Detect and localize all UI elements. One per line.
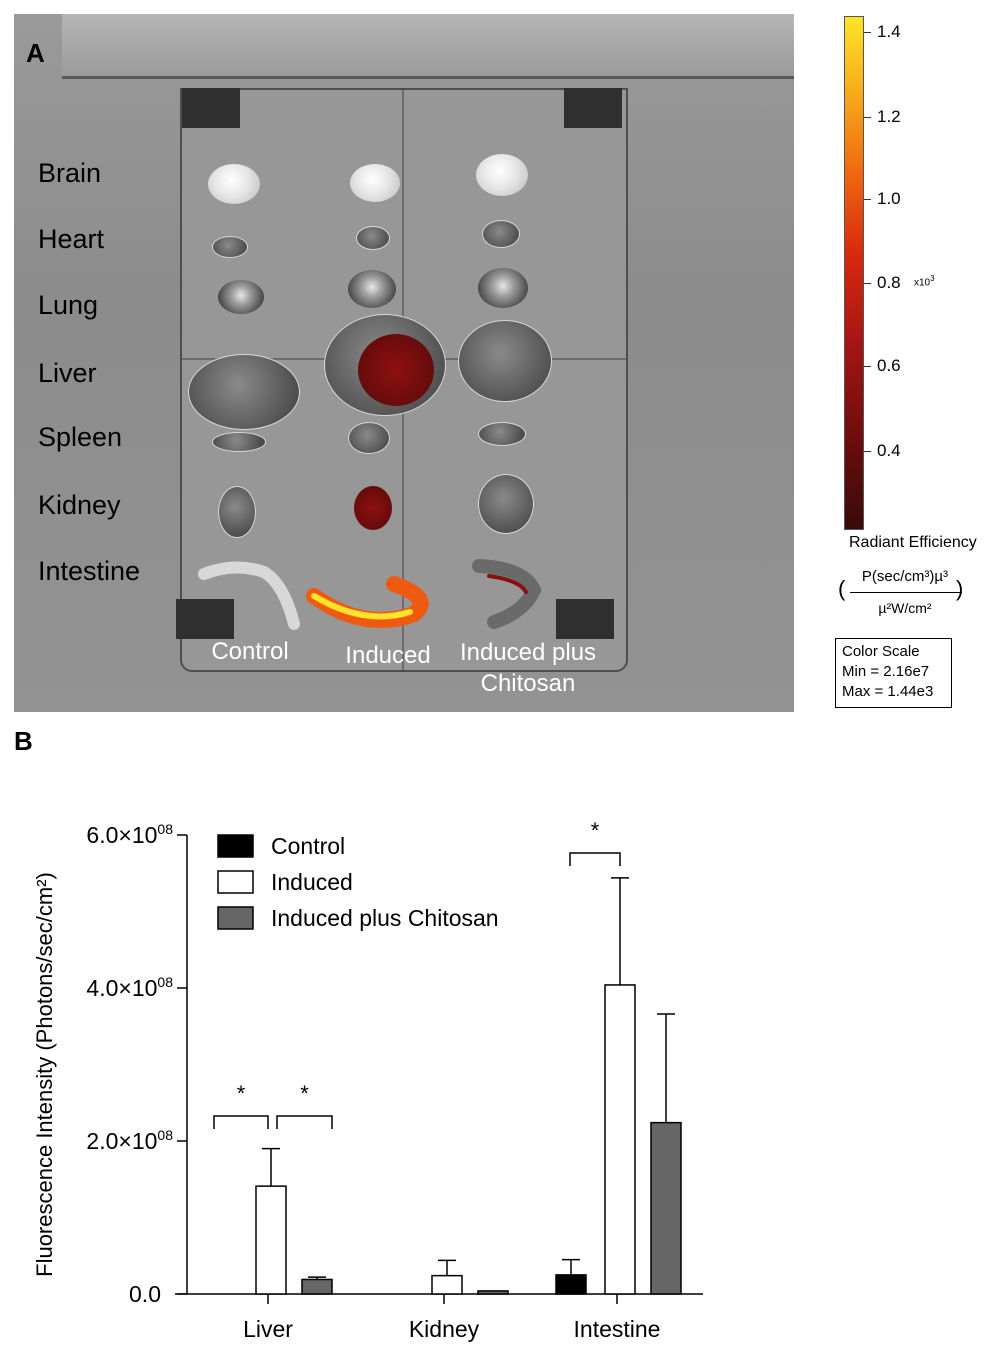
organ-label-lung: Lung [38,290,99,320]
bar [650,1121,682,1295]
organ-brain-induced [350,164,400,202]
group-label-control: Control [211,638,289,665]
significance-bracket [276,1115,333,1129]
color-scale-min: Min = 2.16e7 [842,663,930,680]
colorbar-tick [864,283,871,284]
colorbar-tick-label: 1.0 [877,189,901,208]
colorbar-exponent: x103 [914,274,935,288]
organ-label-spleen: Spleen [38,422,123,452]
colorbar-tick-label: 1.2 [877,107,901,126]
legend-label: Induced plus Chitosan [271,905,499,931]
significance-marker: * [300,1081,309,1106]
organ-label-liver: Liver [38,358,97,388]
y-tick-label: 6.0×1008 [86,821,173,848]
legend-swatch [217,834,254,858]
organ-spleen-induced [348,422,390,454]
panel-a: A Brain Heart Lung Liver Spleen Kidney I… [14,14,977,712]
tray-corner-mark [564,88,622,128]
tray-corner-mark [176,599,234,639]
organ-intestine-chitosan [472,559,542,629]
tray-corner-mark [182,88,240,128]
tray-corner-mark [556,599,614,639]
organ-heart-induced [356,226,390,250]
colorbar-tick-label: 1.4 [877,22,901,41]
panel-b-letter: B [14,726,33,756]
bar-chart: 0.0 2.0×1008 4.0×1008 6.0×1008 Fluorescence … [32,818,703,1342]
significance-bracket [213,1115,269,1129]
organ-lung-chitosan [478,268,528,308]
significance-bracket [569,852,621,866]
color-scale-bar [844,16,864,530]
organ-brain-chitosan [476,154,528,196]
colorbar-tick [864,451,871,452]
colorbar-tick-label: 0.6 [877,356,901,375]
organ-heart-chitosan [482,220,520,248]
y-tick-label: 2.0×1008 [86,1127,173,1154]
legend-label: Induced [271,869,353,895]
x-tick-label: Kidney [409,1316,480,1342]
bar [255,1185,287,1295]
colorbar-exponent-power: 3 [930,274,935,283]
organ-liver-chitosan [458,320,552,402]
color-scale-box: Color Scale Min = 2.16e7 Max = 1.44e3 [835,638,952,708]
paren-right: ) [956,576,964,601]
intestine-signal-chitosan [487,574,528,594]
colorbar-tick [864,117,871,118]
bar [431,1274,463,1295]
organ-spleen-control [212,432,266,452]
liver-signal-induced [358,334,434,406]
legend-swatch [217,870,254,894]
colorbar-tick [864,199,871,200]
organ-liver-control [188,354,300,430]
colorbar-tick-label: 0.4 [877,441,901,460]
y-tick-label: 4.0×1008 [86,974,173,1001]
organ-label-heart: Heart [38,224,105,254]
bar [477,1290,509,1295]
x-tick-label: Intestine [574,1316,661,1342]
y-axis-label: Fluorescence Intensity (Photons/sec/cm²) [32,872,57,1277]
colorbar-tick [864,366,871,367]
bar [301,1278,333,1295]
y-tick-label: 0.0 [129,1281,161,1307]
paren-left: ( [838,576,846,601]
bar [555,1274,587,1295]
legend-label: Control [271,833,345,859]
imaging-rail [62,14,794,79]
bar [604,984,636,1295]
color-scale-title: Color Scale [842,643,920,660]
organ-lung-induced [348,270,396,308]
organ-brain-control [208,164,260,204]
radiant-efficiency-unit: ( P(sec/cm³)µ³ µ²W/cm² ) [836,568,966,624]
unit-fraction-bar [850,592,962,593]
organ-kidney-chitosan [478,474,534,534]
group-label-induced: Induced [345,642,431,669]
ex-vivo-organ-image [14,14,794,712]
organ-heart-control [212,236,248,258]
group-label-induced-plus-chitosan: Induced plus Chitosan [459,639,597,697]
organ-intestine-control [198,561,300,630]
organ-spleen-chitosan [478,422,526,446]
significance-marker: * [591,818,600,843]
organ-kidney-control [218,486,256,538]
organ-lung-control [218,280,264,314]
colorbar-tick-label: 0.8 [877,273,901,292]
organ-label-intestine: Intestine [38,556,141,586]
significance-marker: * [237,1081,246,1106]
unit-denominator: µ²W/cm² [878,600,932,616]
intestine-samples [198,559,542,630]
organ-kidney-induced [354,486,392,530]
colorbar-tick [864,32,871,33]
color-scale-max: Max = 1.44e3 [842,683,934,700]
legend-swatch [217,906,254,930]
unit-numerator: P(sec/cm³)µ³ [861,568,949,585]
organ-label-kidney: Kidney [38,490,121,520]
organ-label-brain: Brain [38,158,102,188]
colorbar-exponent-base: x10 [914,277,931,289]
x-tick-label: Liver [243,1316,293,1342]
intestine-signal-core [311,593,413,620]
panel-a-letter: A [26,38,45,68]
radiant-efficiency-label: Radiant Efficiency [849,534,977,551]
